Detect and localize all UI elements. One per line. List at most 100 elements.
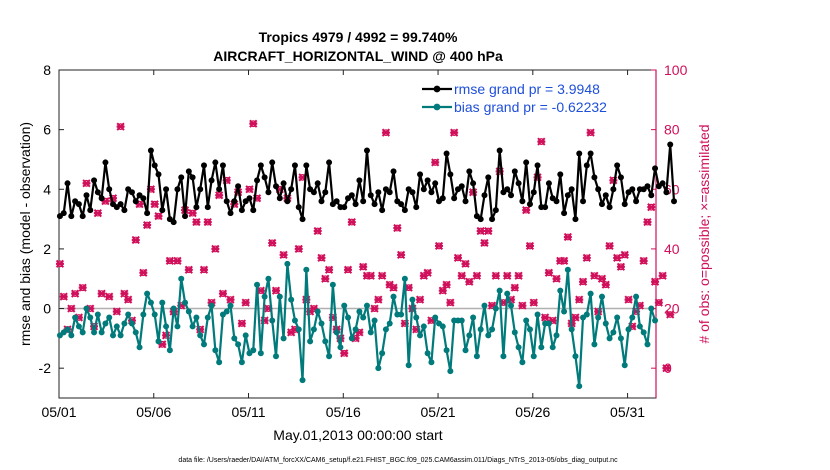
bias-point: [216, 359, 223, 366]
x-axis-label: May.01,2013 00:00:00 start: [273, 427, 443, 443]
rmse-point: [629, 186, 636, 193]
rmse-point: [295, 204, 302, 211]
x-tick-label: 05/01: [41, 404, 76, 420]
rmse-point: [223, 198, 230, 205]
bias-point: [235, 341, 242, 348]
rmse-point: [87, 207, 94, 214]
bias-point: [147, 299, 154, 306]
bias-point: [473, 353, 480, 360]
obs-assimilated-marker: [662, 364, 671, 373]
rmse-point: [219, 162, 226, 169]
bias-point: [363, 302, 370, 309]
rmse-point: [64, 180, 71, 187]
y-axis-right-label: # of obs: o=possible; ×=assimilated: [696, 124, 712, 343]
obs-assimilated-marker: [590, 271, 599, 280]
bias-point: [432, 314, 439, 321]
x-tick-label: 05/16: [326, 404, 361, 420]
bias-point: [439, 323, 446, 330]
legend-bias-marker: [433, 103, 441, 111]
obs-assimilated-marker: [457, 271, 466, 280]
rmse-point: [257, 162, 264, 169]
bias-point: [280, 335, 287, 342]
obs-assimilated-marker: [666, 310, 675, 319]
obs-assimilated-marker: [620, 250, 629, 259]
rmse-point: [519, 198, 526, 205]
obs-assimilated-marker: [279, 250, 288, 259]
bias-point: [182, 299, 189, 306]
bias-point: [83, 305, 90, 312]
rmse-point: [644, 183, 651, 190]
bias-point: [140, 311, 147, 318]
bias-point: [610, 329, 617, 336]
obs-assimilated-marker: [503, 271, 512, 280]
axis-ticks: 05/01 05/06 05/11 05/16 05/21 05/26 05/31 -2 0 2 4…: [39, 62, 688, 420]
data-file-footnote: data file: /Users/raeder/DAI/ATM_forcXX/…: [178, 457, 618, 464]
bias-point: [200, 341, 207, 348]
bias-point: [644, 341, 651, 348]
obs-assimilated-marker: [143, 220, 152, 230]
y-left-tick-label: -2: [39, 360, 52, 376]
bias-point: [409, 296, 416, 303]
obs-assimilated-marker: [563, 232, 572, 242]
bias-point: [345, 314, 352, 321]
rmse-point: [227, 210, 234, 217]
obs-assimilated-marker: [393, 223, 402, 233]
bias-point: [598, 293, 605, 300]
y-right-tick-label: 40: [664, 241, 680, 257]
bias-point: [163, 323, 170, 330]
bias-point: [117, 332, 124, 339]
rmse-point: [318, 198, 325, 205]
rmse-point: [580, 198, 587, 205]
rmse-point: [443, 150, 450, 157]
bias-point: [564, 266, 571, 273]
rmse-point: [117, 201, 124, 208]
rmse-point: [310, 189, 317, 196]
bias-point: [170, 305, 177, 312]
rmse-point: [132, 198, 139, 205]
rmse-point: [94, 189, 101, 196]
rmse-point: [496, 147, 503, 154]
bias-point: [606, 335, 613, 342]
obs-assimilated-marker: [199, 265, 209, 274]
rmse-point: [98, 195, 105, 202]
bias-point: [470, 314, 477, 321]
bias-point: [360, 314, 367, 321]
rmse-point: [185, 168, 192, 175]
bias-point: [159, 299, 166, 306]
obs-assimilated-marker: [518, 301, 527, 310]
chart-title: Tropics 4979 / 4992 = 99.740%: [259, 29, 458, 45]
bias-point: [303, 266, 310, 273]
obs-assimilated-marker: [541, 313, 550, 322]
bias-point: [458, 317, 465, 324]
rmse-point: [322, 189, 329, 196]
rmse-point: [367, 192, 374, 199]
rmse-point: [633, 198, 640, 205]
obs-assimilated-marker: [658, 271, 667, 280]
rmse-point: [303, 162, 310, 169]
obs-assimilated-marker: [324, 265, 334, 274]
obs-assimilated-marker: [294, 244, 303, 254]
rmse-point: [568, 186, 575, 193]
rmse-point: [352, 201, 359, 208]
rmse-point: [182, 213, 189, 220]
obs-assimilated-marker: [226, 295, 235, 304]
bias-point: [553, 332, 560, 339]
rmse-point: [288, 186, 295, 193]
bias-point: [151, 311, 158, 318]
obs-assimilated-marker: [55, 259, 65, 268]
rmse-point: [379, 207, 386, 214]
rmse-point: [375, 189, 382, 196]
bias-point: [72, 314, 79, 321]
bias-point: [212, 347, 219, 354]
obs-assimilated-marker: [124, 295, 133, 304]
obs-assimilated-marker: [340, 349, 349, 358]
bias-point: [273, 353, 280, 360]
rmse-point: [261, 174, 268, 181]
bias-point: [515, 344, 522, 351]
obs-assimilated-marker: [188, 209, 197, 218]
bias-point: [227, 302, 234, 309]
obs-assimilated-marker: [434, 241, 444, 251]
obs-assimilated-marker: [241, 298, 250, 307]
rmse-point: [91, 177, 98, 184]
rmse-point: [291, 162, 298, 169]
